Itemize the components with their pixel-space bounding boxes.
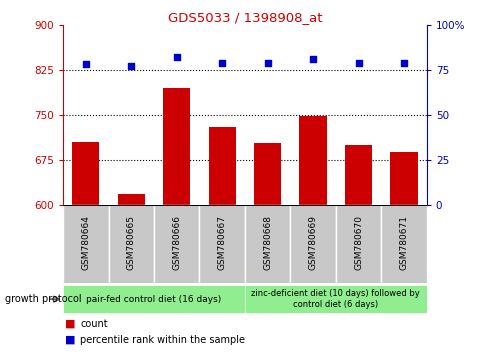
Bar — [390, 152, 417, 205]
Bar — [254, 143, 281, 205]
Text: percentile rank within the sample: percentile rank within the sample — [80, 335, 244, 345]
Text: ■: ■ — [65, 319, 76, 329]
Bar — [299, 116, 326, 205]
Point — [172, 55, 180, 60]
Text: GSM780666: GSM780666 — [172, 215, 181, 270]
Point — [263, 60, 271, 65]
Text: GSM780670: GSM780670 — [353, 215, 363, 270]
Point — [82, 62, 90, 67]
Text: GSM780664: GSM780664 — [81, 215, 90, 270]
Bar — [244, 285, 426, 314]
Text: GSM780665: GSM780665 — [126, 215, 136, 270]
Text: growth protocol: growth protocol — [5, 294, 81, 304]
Text: GSM780668: GSM780668 — [263, 215, 272, 270]
Bar — [335, 205, 380, 283]
Title: GDS5033 / 1398908_at: GDS5033 / 1398908_at — [167, 11, 321, 24]
Point — [354, 60, 362, 65]
Bar — [63, 205, 108, 283]
Point — [309, 56, 317, 62]
Text: zinc-deficient diet (10 days) followed by
control diet (6 days): zinc-deficient diet (10 days) followed b… — [251, 290, 419, 309]
Text: GSM780667: GSM780667 — [217, 215, 226, 270]
Text: GSM780671: GSM780671 — [399, 215, 408, 270]
Bar — [153, 205, 199, 283]
Text: pair-fed control diet (16 days): pair-fed control diet (16 days) — [86, 295, 221, 304]
Bar — [117, 194, 145, 205]
Bar — [244, 205, 290, 283]
Bar — [290, 205, 335, 283]
Bar — [380, 205, 426, 283]
Point — [399, 60, 407, 65]
Bar — [208, 127, 235, 205]
Bar — [108, 205, 153, 283]
Bar — [344, 145, 372, 205]
Bar — [63, 285, 244, 314]
Text: GSM780669: GSM780669 — [308, 215, 317, 270]
Point — [127, 63, 135, 69]
Bar — [72, 142, 99, 205]
Bar — [199, 205, 244, 283]
Text: count: count — [80, 319, 107, 329]
Bar — [163, 88, 190, 205]
Point — [218, 60, 226, 65]
Text: ■: ■ — [65, 335, 76, 345]
